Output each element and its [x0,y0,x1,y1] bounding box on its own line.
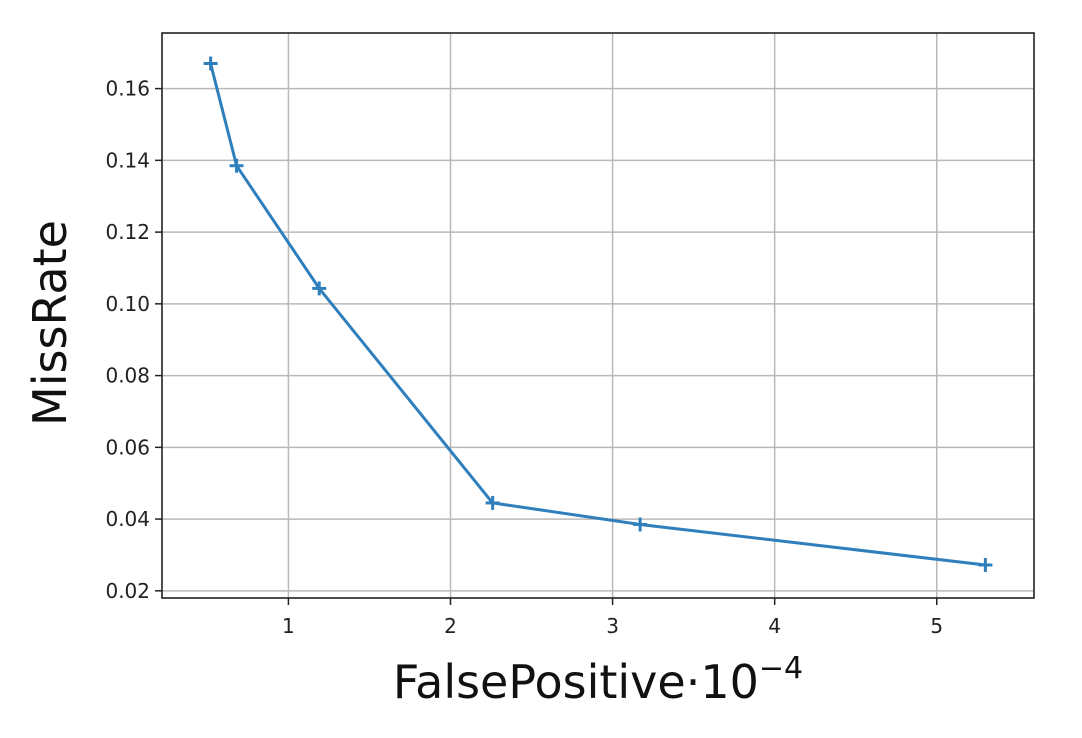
data-point-marker [633,517,648,532]
y-axis-title: MissRate [23,220,77,426]
data-point-marker [203,56,218,71]
y-tick-label: 0.04 [105,507,150,531]
x-tick-label: 2 [444,614,457,638]
x-axis-ticks: 1 2 3 4 5 [282,598,943,638]
x-axis-title: FalsePositive·10−4 [393,651,803,709]
y-tick-label: 0.10 [105,292,150,316]
y-tick-label: 0.14 [105,148,150,172]
x-tick-label: 3 [606,614,619,638]
y-tick-label: 0.16 [105,77,150,101]
y-tick-label: 0.08 [105,364,150,388]
x-axis-title-exponent: −4 [759,651,803,686]
x-tick-label: 1 [282,614,295,638]
x-gridlines [287,33,938,598]
data-point-marker [312,281,327,296]
plot-background [162,33,1034,598]
x-axis-title-base: FalsePositive·10 [393,655,759,709]
series-layer [203,56,993,572]
plot-frame [161,32,1035,599]
data-point-marker [485,495,500,510]
data-point-marker [229,158,244,173]
x-tick-label: 5 [930,614,943,638]
y-tick-label: 0.06 [105,435,150,459]
y-gridlines [162,87,1034,592]
y-tick-label: 0.12 [105,220,150,244]
x-tick-label: 4 [768,614,781,638]
data-point-marker [978,557,993,572]
y-tick-label: 0.02 [105,579,150,603]
y-axis-ticks: 0.02 0.04 0.06 0.08 0.10 0.12 0.14 0.16 [105,77,162,603]
series-line [209,63,986,567]
